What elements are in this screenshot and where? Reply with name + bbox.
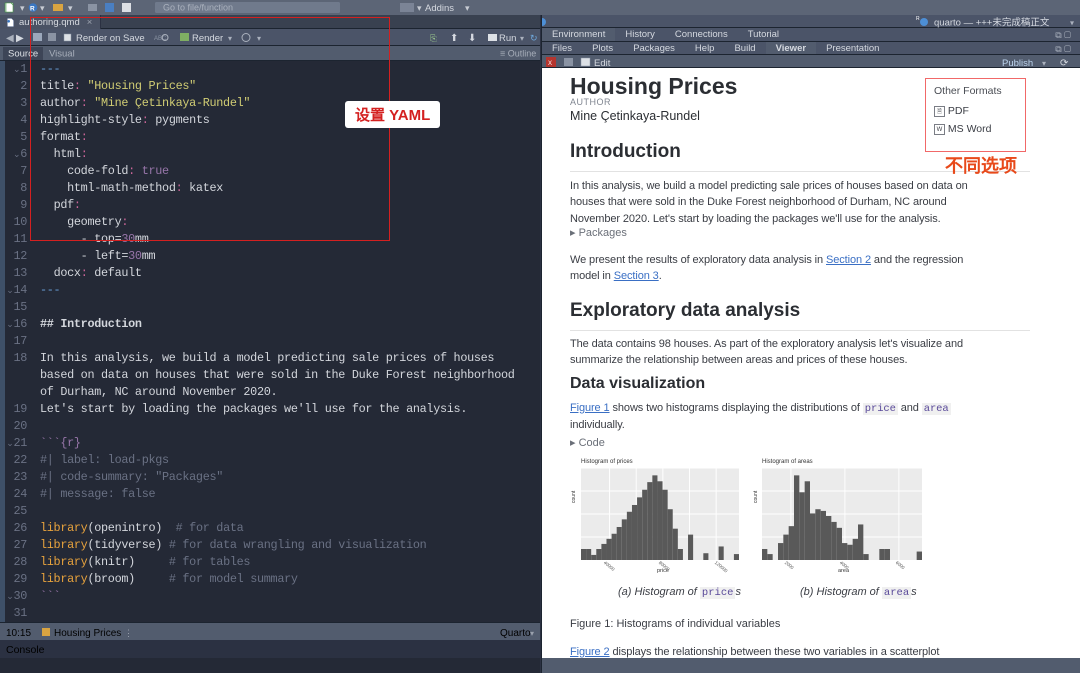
svg-text:Render on Save: Render on Save (76, 33, 145, 44)
svg-text:▾: ▾ (1070, 19, 1074, 28)
svg-text:quarto — +++未完成稿正文: quarto — +++未完成稿正文 (934, 17, 1050, 29)
svg-text:Go to file/function: Go to file/function (163, 3, 233, 13)
svg-text:Console: Console (6, 644, 45, 656)
svg-text:Quarto: Quarto (500, 628, 531, 639)
svg-text:↻: ↻ (530, 33, 538, 43)
svg-text:▾: ▾ (417, 3, 422, 13)
svg-text:Visual: Visual (49, 49, 75, 60)
svg-text:Run: Run (499, 33, 516, 44)
svg-text:◀: ◀ (6, 33, 14, 44)
svg-text:▶: ▶ (16, 33, 24, 44)
svg-text:▾: ▾ (68, 3, 73, 13)
svg-text:▾: ▾ (520, 34, 524, 43)
svg-text:R: R (30, 5, 35, 12)
svg-text:⎘: ⎘ (430, 33, 437, 43)
svg-text:▾: ▾ (228, 34, 232, 43)
svg-text:⋮: ⋮ (124, 628, 133, 638)
svg-text:Render: Render (192, 33, 223, 44)
svg-text:▾: ▾ (465, 3, 470, 13)
svg-text:Addins: Addins (425, 3, 454, 14)
svg-text:▾: ▾ (20, 3, 25, 13)
svg-text:⬆: ⬆ (450, 33, 458, 44)
svg-text:Source: Source (8, 49, 38, 60)
svg-text:≡ Outline: ≡ Outline (500, 49, 536, 59)
svg-text:ABC: ABC (154, 36, 167, 42)
svg-text:▾: ▾ (530, 629, 534, 638)
svg-text:Housing Prices: Housing Prices (54, 628, 121, 639)
svg-text:⬇: ⬇ (468, 33, 476, 44)
svg-text:▾: ▾ (40, 3, 45, 13)
svg-text:X: X (548, 61, 552, 67)
svg-text:▾: ▾ (1042, 59, 1046, 68)
svg-text:R: R (916, 16, 920, 22)
svg-text:▾: ▾ (257, 34, 261, 43)
svg-text:10:15: 10:15 (6, 628, 31, 639)
